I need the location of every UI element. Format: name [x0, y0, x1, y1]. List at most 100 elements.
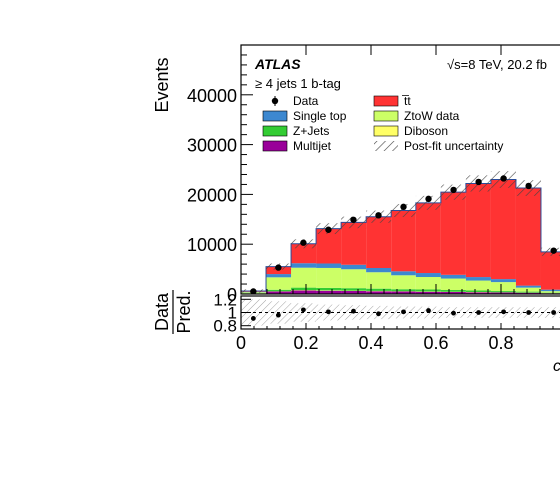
series-t-t — [241, 179, 560, 292]
stack-bar — [440, 278, 466, 291]
stack-bar — [391, 289, 416, 292]
ratio-point — [451, 310, 456, 316]
stack-bar — [465, 183, 491, 278]
stack-bar — [341, 291, 367, 294]
stack-bar — [366, 216, 392, 269]
y-tick-label: 20000 — [187, 185, 237, 205]
ratio-y-label-bottom: Pred. — [174, 290, 194, 333]
stack-bar — [266, 274, 292, 278]
legend-label-single-top: Single top — [293, 109, 347, 123]
stack-bar — [366, 291, 392, 294]
main-panel — [241, 171, 560, 294]
legend-label-ztow-data: ZtoW data — [404, 109, 460, 123]
stack-bar — [415, 273, 441, 278]
stack-bar — [540, 291, 560, 293]
series-z-jets — [241, 287, 560, 294]
ratio-panel — [241, 299, 560, 326]
ratio-point — [551, 310, 557, 315]
ratio-point — [301, 307, 306, 313]
stack-bar — [391, 271, 416, 276]
stack-bar — [490, 292, 516, 294]
stack-bar — [515, 292, 541, 294]
data-point — [350, 216, 357, 223]
stack-bar — [515, 285, 541, 288]
stack-bar — [465, 280, 491, 291]
stack-bar — [465, 277, 491, 281]
stack-bar — [415, 277, 441, 290]
stack-bar — [391, 291, 416, 294]
stack-bar — [540, 289, 560, 292]
y-axis-label: Events — [152, 57, 172, 112]
data-point — [375, 212, 382, 219]
data-point — [250, 288, 257, 294]
ratio-band-bin — [540, 307, 560, 318]
ratio-y-label-top: Data — [152, 292, 172, 331]
ratio-point — [275, 312, 281, 318]
stack-bar — [515, 287, 541, 292]
stack-bar — [291, 263, 317, 268]
y-tick-label: 40000 — [187, 86, 237, 106]
legend-swatch-t-t — [373, 95, 399, 107]
stack-bar — [341, 222, 367, 265]
legend-swatch-single-top — [262, 110, 288, 122]
x-tick-label: 0.6 — [423, 333, 448, 353]
legend-label-z-jets: Z+Jets — [293, 124, 329, 138]
stack-bar — [540, 251, 560, 290]
stack-bar — [266, 277, 292, 290]
legend-swatch-diboson — [373, 125, 399, 137]
stack-bar — [490, 282, 516, 292]
y-tick-label: 0 — [227, 285, 237, 305]
data-point — [500, 175, 507, 182]
data-point — [550, 247, 557, 254]
ratio-point — [376, 311, 381, 317]
stack-bar — [316, 263, 342, 268]
stack-bar — [316, 267, 342, 288]
stack-bar — [291, 267, 317, 288]
stack-bar — [391, 210, 416, 272]
stack-bar — [440, 292, 466, 294]
legend-label-multijet: Multijet — [293, 139, 332, 153]
legend-swatch-ztow-data — [373, 110, 399, 122]
uncertainty-bin — [391, 204, 416, 218]
data-point — [325, 226, 332, 233]
x-tick-label: 0.8 — [488, 333, 513, 353]
ratio-point — [250, 316, 256, 321]
energy-label: √s=8 TeV, 20.2 fb — [447, 57, 547, 72]
series-ztow-data — [241, 267, 560, 294]
series-multijet — [241, 290, 560, 294]
stack-bar — [366, 272, 392, 289]
stack-bar — [465, 292, 491, 294]
selection-label: ≥ 4 jets 1 b-tag — [255, 76, 341, 91]
stack-bar — [440, 274, 466, 279]
x-tick-label: 0.2 — [293, 333, 318, 353]
ratio-point — [476, 310, 481, 315]
ratio-point — [401, 309, 406, 315]
experiment-label: ATLAS — [254, 56, 301, 72]
stack-bar — [341, 288, 367, 291]
stack-bar — [266, 289, 292, 292]
series-single-top — [241, 263, 560, 293]
ratio-y-tick-label: 1 — [228, 304, 237, 323]
data-point — [300, 239, 307, 246]
legend-label-data: Data — [293, 94, 319, 108]
stack-bar — [366, 268, 392, 273]
uncertainty-bin — [540, 247, 560, 256]
x-axis-label: c — [553, 358, 560, 375]
x-tick-label: 0 — [236, 333, 246, 353]
uncertainty-bin — [415, 195, 441, 210]
stack-bar — [415, 202, 441, 274]
legend-swatch-multijet — [262, 140, 288, 152]
stack-bar — [316, 228, 342, 264]
stack-bar — [266, 291, 292, 294]
legend-swatch-post-fit-uncertainty — [374, 141, 398, 151]
ratio-y-tick-label: 0.8 — [213, 317, 237, 336]
stack-bar — [415, 289, 441, 292]
stack-bar — [291, 287, 317, 291]
stack-bar — [440, 290, 466, 292]
x-tick-label: 0.4 — [358, 333, 383, 353]
ratio-point — [426, 308, 431, 313]
stack-bar — [440, 192, 466, 275]
data-point — [525, 182, 532, 190]
ratio-point — [351, 308, 356, 314]
stack-bar — [515, 291, 541, 293]
